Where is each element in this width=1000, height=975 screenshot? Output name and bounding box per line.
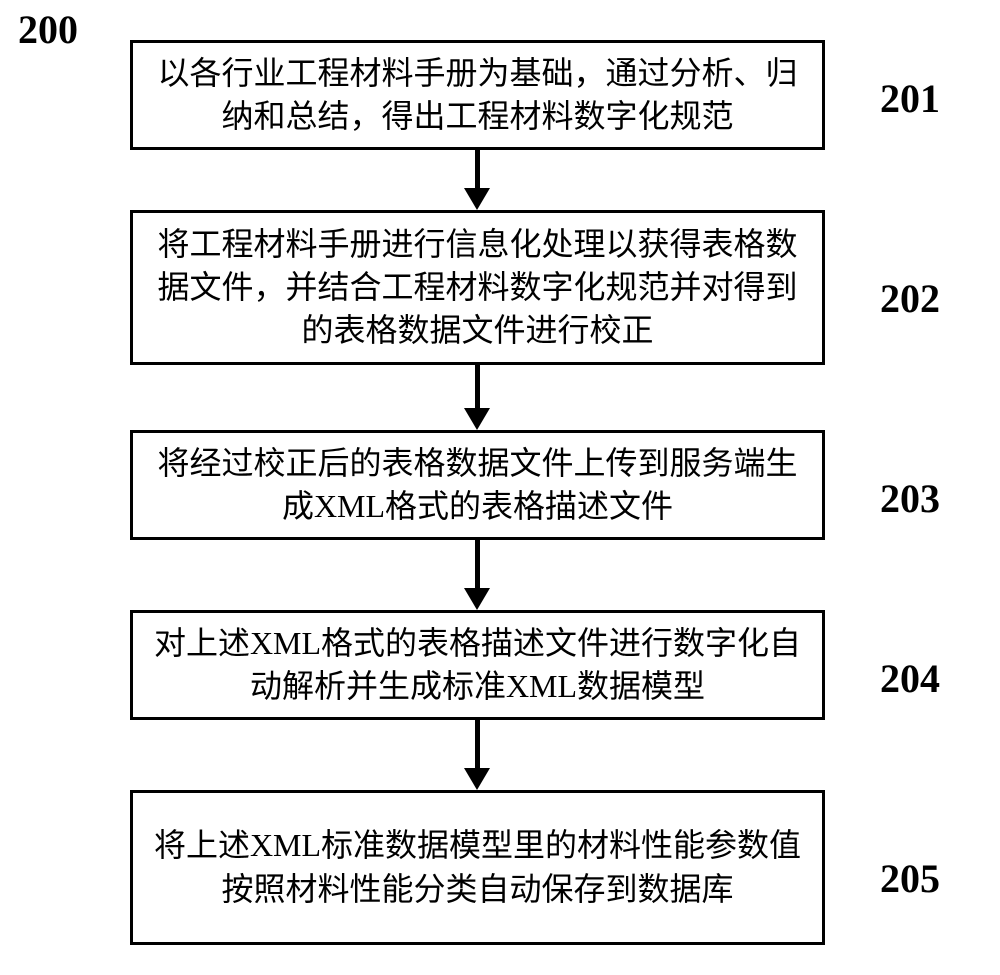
step-box-205: 将上述XML标准数据模型里的材料性能参数值按照材料性能分类自动保存到数据库 xyxy=(130,790,825,945)
step-label-201: 201 xyxy=(880,75,940,122)
step-box-202: 将工程材料手册进行信息化处理以获得表格数据文件，并结合工程材料数字化规范并对得到… xyxy=(130,210,825,365)
step-box-201: 以各行业工程材料手册为基础，通过分析、归纳和总结，得出工程材料数字化规范 xyxy=(130,40,825,150)
step-box-203: 将经过校正后的表格数据文件上传到服务端生成XML格式的表格描述文件 xyxy=(130,430,825,540)
step-label-202: 202 xyxy=(880,275,940,322)
step-text: 对上述XML格式的表格描述文件进行数字化自动解析并生成标准XML数据模型 xyxy=(153,622,802,708)
figure-number-label: 200 xyxy=(18,6,78,53)
flowchart-canvas: 200 201 202 203 204 205 以各行业工程材料手册为基础，通过… xyxy=(0,0,1000,975)
step-label-203: 203 xyxy=(880,475,940,522)
step-label-204: 204 xyxy=(880,655,940,702)
step-text: 以各行业工程材料手册为基础，通过分析、归纳和总结，得出工程材料数字化规范 xyxy=(153,52,802,138)
step-box-204: 对上述XML格式的表格描述文件进行数字化自动解析并生成标准XML数据模型 xyxy=(130,610,825,720)
step-label-205: 205 xyxy=(880,855,940,902)
step-text: 将经过校正后的表格数据文件上传到服务端生成XML格式的表格描述文件 xyxy=(153,442,802,528)
step-text: 将工程材料手册进行信息化处理以获得表格数据文件，并结合工程材料数字化规范并对得到… xyxy=(153,223,802,353)
step-text: 将上述XML标准数据模型里的材料性能参数值按照材料性能分类自动保存到数据库 xyxy=(153,824,802,910)
